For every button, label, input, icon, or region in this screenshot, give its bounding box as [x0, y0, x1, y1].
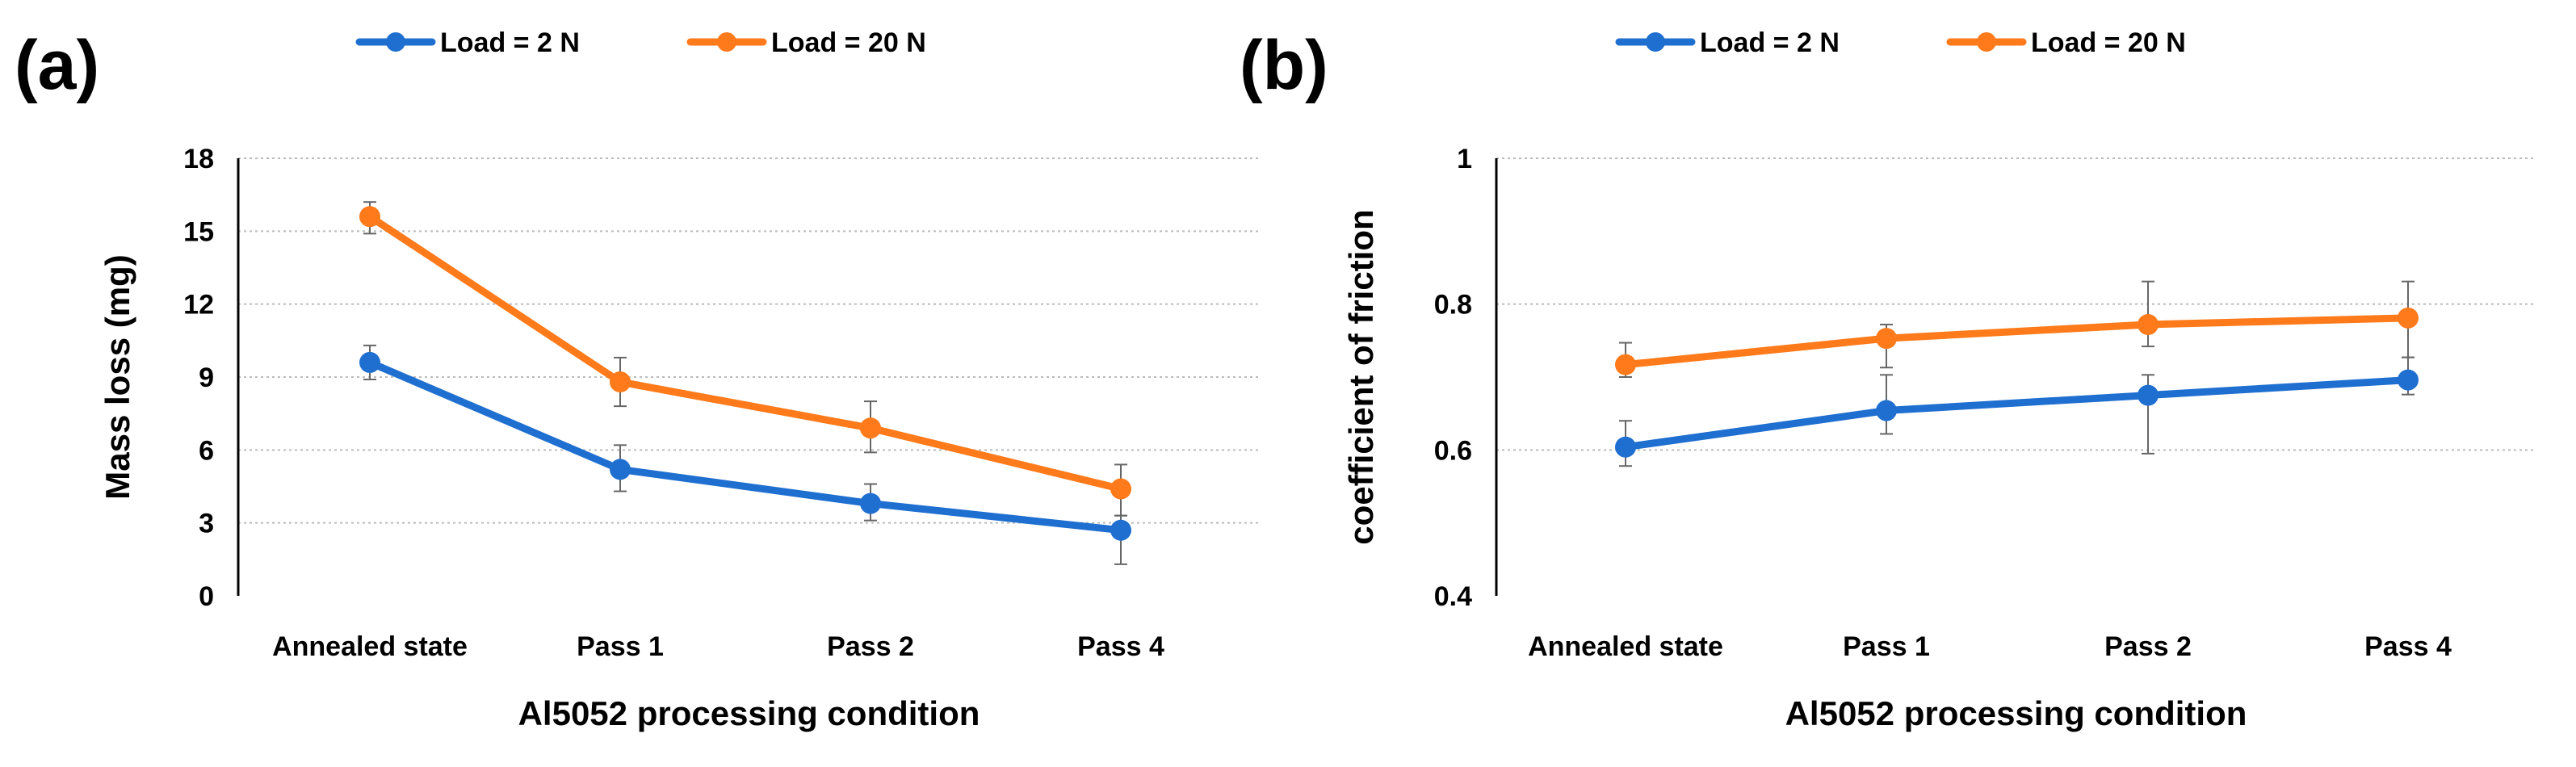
data-point: [1110, 519, 1131, 541]
y-tick-label: 0.8: [1434, 290, 1472, 321]
chart-panel-b: (b) 0.4 0.6 0.8 1 Annealed state Pass 1 Pass 2 P…: [1240, 27, 2536, 732]
legend-label: Load = 2 N: [1700, 27, 1840, 58]
y-tick-label: 15: [183, 216, 214, 247]
series-line: [1625, 376, 2409, 451]
data-point: [1876, 400, 1897, 421]
y-tick-label: 0.6: [1434, 435, 1472, 466]
data-point: [2398, 307, 2419, 329]
x-tick-label: Pass 2: [2104, 631, 2192, 662]
legend-item: Load = 20 N: [1946, 27, 2186, 58]
data-point: [610, 459, 631, 480]
x-tick-label: Pass 4: [2364, 631, 2452, 662]
data-point: [860, 417, 881, 439]
legend-item: Load = 2 N: [355, 27, 580, 58]
y-tick-label: 9: [199, 363, 214, 393]
series-line: [367, 213, 1122, 492]
data-point: [2138, 313, 2159, 335]
y-tick-label: 0: [199, 581, 214, 612]
data-point: [2138, 384, 2159, 406]
legend-marker: [1977, 32, 1996, 52]
data-point: [1615, 436, 1636, 458]
y-axis-title: Mass loss (mg): [99, 254, 136, 499]
x-tick-label: Annealed state: [272, 631, 468, 662]
data-point: [359, 351, 380, 373]
x-tick-label: Annealed state: [1528, 631, 1723, 662]
x-tick-label: Pass 2: [827, 631, 914, 662]
legend-label: Load = 2 N: [440, 27, 580, 58]
data-point: [359, 206, 380, 228]
chart-panel-a: (a) 0 3 6 9 12 15 18 Annealed state Pass 1 Pass 2 P…: [15, 27, 1260, 732]
series-line: [1625, 314, 2409, 369]
y-tick-label: 0.4: [1434, 581, 1472, 612]
y-tick-label: 3: [199, 509, 214, 539]
legend-marker: [1646, 32, 1665, 52]
data-point: [1110, 478, 1131, 500]
data-point: [860, 492, 881, 514]
legend-label: Load = 20 N: [771, 27, 926, 58]
y-tick-label: 12: [183, 290, 214, 321]
legend-item: Load = 20 N: [686, 27, 926, 58]
series-load-20n: [359, 201, 1131, 517]
y-tick-label: 6: [199, 435, 214, 466]
x-tick-label: Pass 1: [1843, 631, 1930, 662]
legend-label: Load = 20 N: [2031, 27, 2186, 58]
x-axis-title: Al5052 processing condition: [1785, 694, 2247, 732]
panel-label: (a): [15, 27, 99, 104]
legend-marker: [386, 32, 405, 52]
x-axis-title: Al5052 processing condition: [518, 694, 980, 732]
series-load-2n: [1615, 356, 2419, 467]
x-tick-label: Pass 4: [1077, 631, 1164, 662]
y-tick-label: 1: [1457, 144, 1472, 174]
y-axis-title: coefficient of friction: [1342, 209, 1380, 544]
data-point: [2398, 369, 2419, 391]
data-point: [1876, 328, 1897, 350]
x-tick-label: Pass 1: [577, 631, 664, 662]
legend-marker: [717, 32, 736, 52]
legend-item: Load = 2 N: [1615, 27, 1840, 58]
y-tick-label: 18: [183, 144, 214, 174]
series-line: [368, 358, 1122, 534]
series-load-2n: [359, 344, 1131, 565]
data-point: [610, 371, 631, 393]
series-load-20n: [1615, 280, 2419, 378]
panel-label: (b): [1240, 27, 1328, 104]
data-point: [1615, 354, 1636, 375]
